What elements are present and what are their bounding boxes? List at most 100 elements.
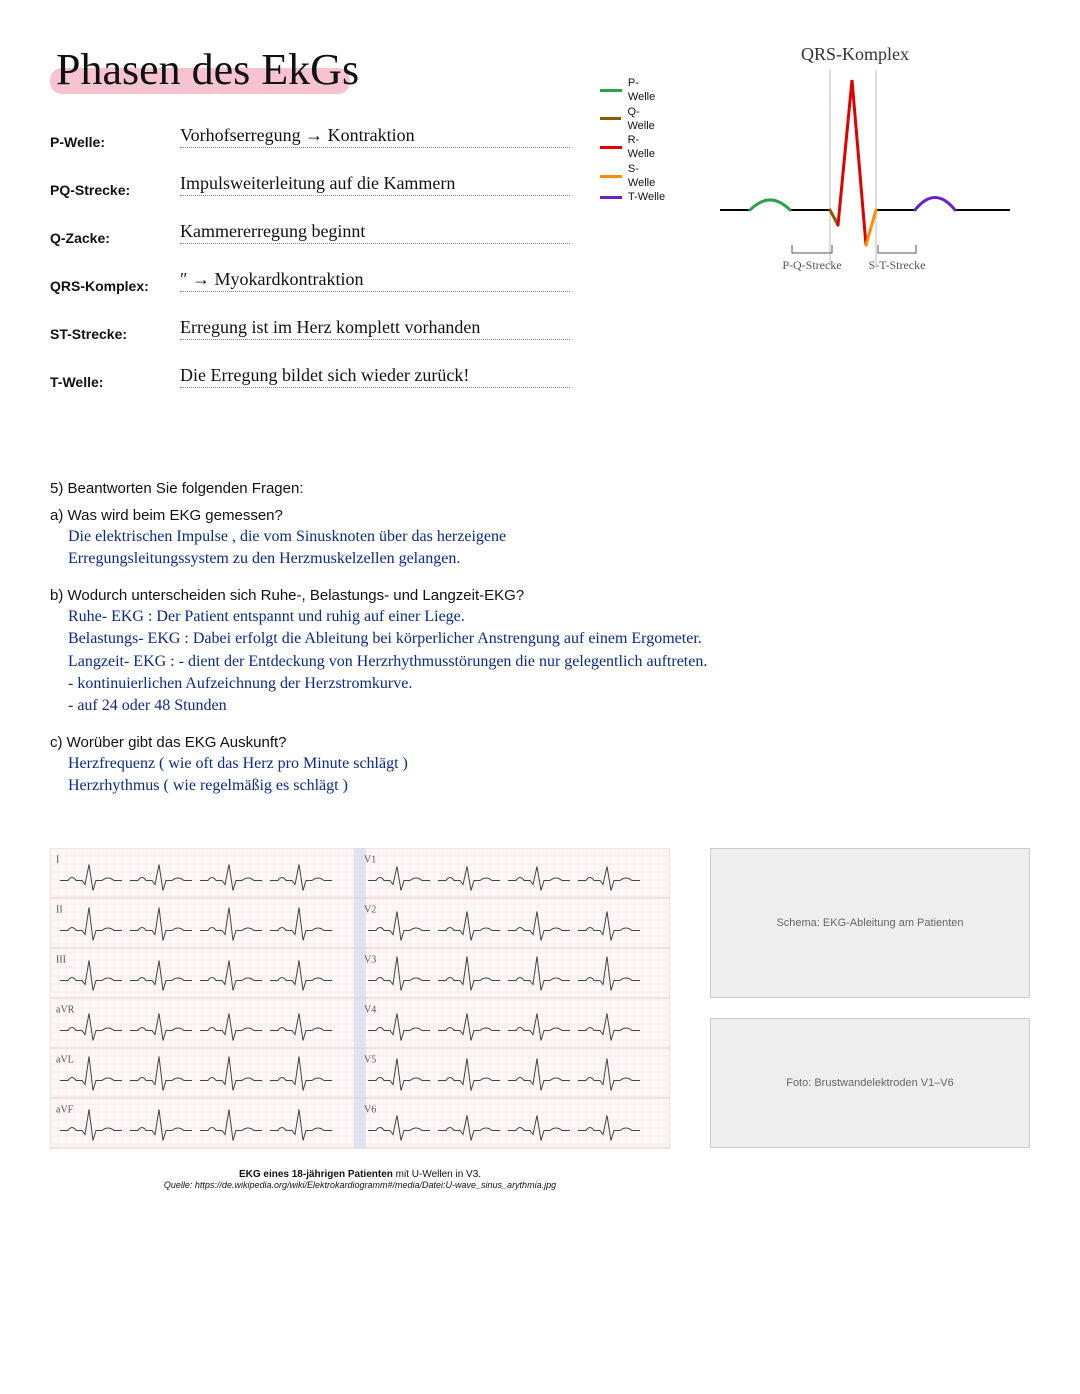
phase-row: QRS-Komplex: ″ → Myokardkontraktion bbox=[50, 264, 570, 294]
phase-value: Vorhofserregung → Kontraktion bbox=[180, 125, 415, 146]
phase-value-wrap: Die Erregung bildet sich wieder zurück! bbox=[180, 362, 570, 390]
question-text: a) Was wird beim EKG gemessen? bbox=[50, 505, 1030, 526]
legend-label: S-Welle bbox=[628, 162, 666, 191]
phase-value-wrap: Kammererregung beginnt bbox=[180, 218, 570, 246]
phase-label: Q-Zacke: bbox=[50, 230, 180, 246]
question-block: a) Was wird beim EKG gemessen?Die elektr… bbox=[50, 505, 1030, 571]
dotted-line bbox=[180, 387, 570, 388]
side-images: Schema: EKG-Ableitung am Patienten Foto:… bbox=[710, 848, 1030, 1148]
phase-row: Q-Zacke:Kammererregung beginnt bbox=[50, 216, 570, 246]
questions-section: 5) Beantworten Sie folgenden Fragen: a) … bbox=[50, 478, 1030, 798]
phase-label: PQ-Strecke: bbox=[50, 182, 180, 198]
phase-value: Die Erregung bildet sich wieder zurück! bbox=[180, 365, 469, 386]
phase-row: PQ-Strecke:Impulsweiterleitung auf die K… bbox=[50, 168, 570, 198]
phase-value-wrap: Vorhofserregung → Kontraktion bbox=[180, 122, 570, 150]
legend-row: R-Welle bbox=[600, 133, 666, 162]
answer-line: - kontinuierlichen Aufzeichnung der Herz… bbox=[50, 673, 1030, 695]
phase-value: Kammererregung beginnt bbox=[180, 221, 365, 242]
left-column: Phasen des EkGs P-Welle:Vorhofserregung … bbox=[50, 40, 570, 408]
legend-swatch bbox=[600, 175, 622, 178]
strip-caption: EKG eines 18-jährigen Patienten mit U-We… bbox=[50, 1169, 670, 1191]
legend-label: P-Welle bbox=[628, 76, 666, 105]
phase-row: ST-Strecke:Erregung ist im Herz komplett… bbox=[50, 312, 570, 342]
phase-label: T-Welle: bbox=[50, 374, 180, 390]
phase-row: P-Welle:Vorhofserregung → Kontraktion bbox=[50, 120, 570, 150]
answer-line: Ruhe- EKG : Der Patient entspannt und ru… bbox=[50, 606, 1030, 628]
phase-value-wrap: ″ → Myokardkontraktion bbox=[180, 266, 570, 294]
legend-row: P-Welle bbox=[600, 76, 666, 105]
svg-text:I: I bbox=[56, 854, 59, 865]
phase-value: ″ → Myokardkontraktion bbox=[180, 269, 363, 290]
ekg-diagram-svg-wrap: QRS-Komplex P-Q-Strecke S-T-Strecke bbox=[680, 40, 1030, 295]
answer-line: Belastungs- EKG : Dabei erfolgt die Able… bbox=[50, 628, 1030, 650]
page-title: Phasen des EkGs bbox=[56, 44, 359, 95]
dotted-line bbox=[180, 291, 570, 292]
question-block: c) Worüber gibt das EKG Auskunft?Herzfre… bbox=[50, 732, 1030, 798]
phase-value-wrap: Impulsweiterleitung auf die Kammern bbox=[180, 170, 570, 198]
svg-text:V4: V4 bbox=[364, 1004, 376, 1015]
dotted-line bbox=[180, 195, 570, 196]
questions-list: a) Was wird beim EKG gemessen?Die elektr… bbox=[50, 505, 1030, 798]
phase-value: Erregung ist im Herz komplett vorhanden bbox=[180, 317, 480, 338]
legend-swatch bbox=[600, 196, 622, 199]
svg-text:II: II bbox=[56, 904, 63, 915]
answer-line: Herzfrequenz ( wie oft das Herz pro Minu… bbox=[50, 753, 1030, 775]
dotted-line bbox=[180, 243, 570, 244]
question-text: c) Worüber gibt das EKG Auskunft? bbox=[50, 732, 1030, 753]
page: Phasen des EkGs P-Welle:Vorhofserregung … bbox=[0, 0, 1080, 1221]
svg-text:V6: V6 bbox=[364, 1104, 376, 1115]
ekg-legend: P-WelleQ-WelleR-WelleS-WelleT-Welle bbox=[600, 76, 666, 205]
top-section: Phasen des EkGs P-Welle:Vorhofserregung … bbox=[50, 40, 1030, 408]
ekg-diagram-box: P-WelleQ-WelleR-WelleS-WelleT-Welle QRS-… bbox=[600, 40, 1030, 408]
answer-line: - auf 24 oder 48 Stunden bbox=[50, 695, 1030, 717]
img2-alt: Foto: Brustwandelektroden V1–V6 bbox=[786, 1077, 954, 1089]
strip-caption-source: Quelle: https://de.wikipedia.org/wiki/El… bbox=[164, 1180, 556, 1190]
legend-swatch bbox=[600, 117, 621, 120]
dotted-line bbox=[180, 339, 570, 340]
phase-label: QRS-Komplex: bbox=[50, 278, 180, 294]
title-row: Phasen des EkGs bbox=[50, 40, 570, 110]
phase-row: T-Welle:Die Erregung bildet sich wieder … bbox=[50, 360, 570, 390]
svg-text:V1: V1 bbox=[364, 854, 376, 865]
dotted-line bbox=[180, 147, 570, 148]
svg-text:aVR: aVR bbox=[56, 1004, 75, 1015]
legend-swatch bbox=[600, 146, 622, 149]
strip-caption-bold: EKG eines 18-jährigen Patienten bbox=[239, 1169, 393, 1180]
question-block: b) Wodurch unterscheiden sich Ruhe-, Bel… bbox=[50, 585, 1030, 718]
legend-row: S-Welle bbox=[600, 162, 666, 191]
chest-electrodes-photo: Foto: Brustwandelektroden V1–V6 bbox=[710, 1018, 1030, 1148]
phase-table: P-Welle:Vorhofserregung → Kontraktion PQ-… bbox=[50, 120, 570, 390]
question-text: b) Wodurch unterscheiden sich Ruhe-, Bel… bbox=[50, 585, 1030, 606]
legend-label: R-Welle bbox=[628, 133, 666, 162]
img1-alt: Schema: EKG-Ableitung am Patienten bbox=[776, 917, 963, 929]
svg-text:V2: V2 bbox=[364, 904, 376, 915]
svg-text:QRS-Komplex: QRS-Komplex bbox=[801, 44, 909, 64]
legend-swatch bbox=[600, 89, 622, 92]
ekg-waveform-diagram: QRS-Komplex P-Q-Strecke S-T-Strecke bbox=[680, 40, 1030, 290]
phase-label: ST-Strecke: bbox=[50, 326, 180, 342]
answer-line: Die elektrischen Impulse , die vom Sinus… bbox=[50, 526, 1030, 548]
legend-row: T-Welle bbox=[600, 190, 666, 204]
questions-header: 5) Beantworten Sie folgenden Fragen: bbox=[50, 478, 1030, 499]
svg-text:P-Q-Strecke: P-Q-Strecke bbox=[782, 258, 841, 272]
strip-caption-rest: mit U-Wellen in V3. bbox=[393, 1169, 481, 1180]
svg-text:S-T-Strecke: S-T-Strecke bbox=[869, 258, 926, 272]
ekg-strip-figure: I V1 II V2 III V3 aVR V4 aVL V5 aVF V6 EKG eines 18… bbox=[50, 848, 670, 1191]
svg-text:aVF: aVF bbox=[56, 1104, 74, 1115]
ekg-12lead-strip: I V1 II V2 III V3 aVR V4 aVL V5 aVF V6 bbox=[50, 848, 670, 1158]
phase-label: P-Welle: bbox=[50, 134, 180, 150]
phase-value-wrap: Erregung ist im Herz komplett vorhanden bbox=[180, 314, 570, 342]
svg-text:III: III bbox=[56, 954, 66, 965]
legend-row: Q-Welle bbox=[600, 105, 666, 134]
answer-line: Erregungsleitungssystem zu den Herzmuske… bbox=[50, 548, 1030, 570]
svg-text:aVL: aVL bbox=[56, 1054, 74, 1065]
svg-text:V3: V3 bbox=[364, 954, 376, 965]
legend-label: Q-Welle bbox=[627, 105, 666, 134]
bottom-section: I V1 II V2 III V3 aVR V4 aVL V5 aVF V6 EKG eines 18… bbox=[50, 848, 1030, 1191]
ekg-setup-schematic-image: Schema: EKG-Ableitung am Patienten bbox=[710, 848, 1030, 998]
answer-line: Herzrhythmus ( wie regelmäßig es schlägt… bbox=[50, 775, 1030, 797]
legend-label: T-Welle bbox=[628, 190, 665, 204]
answer-line: Langzeit- EKG : - dient der Entdeckung v… bbox=[50, 651, 1030, 673]
svg-text:V5: V5 bbox=[364, 1054, 376, 1065]
phase-value: Impulsweiterleitung auf die Kammern bbox=[180, 173, 455, 194]
